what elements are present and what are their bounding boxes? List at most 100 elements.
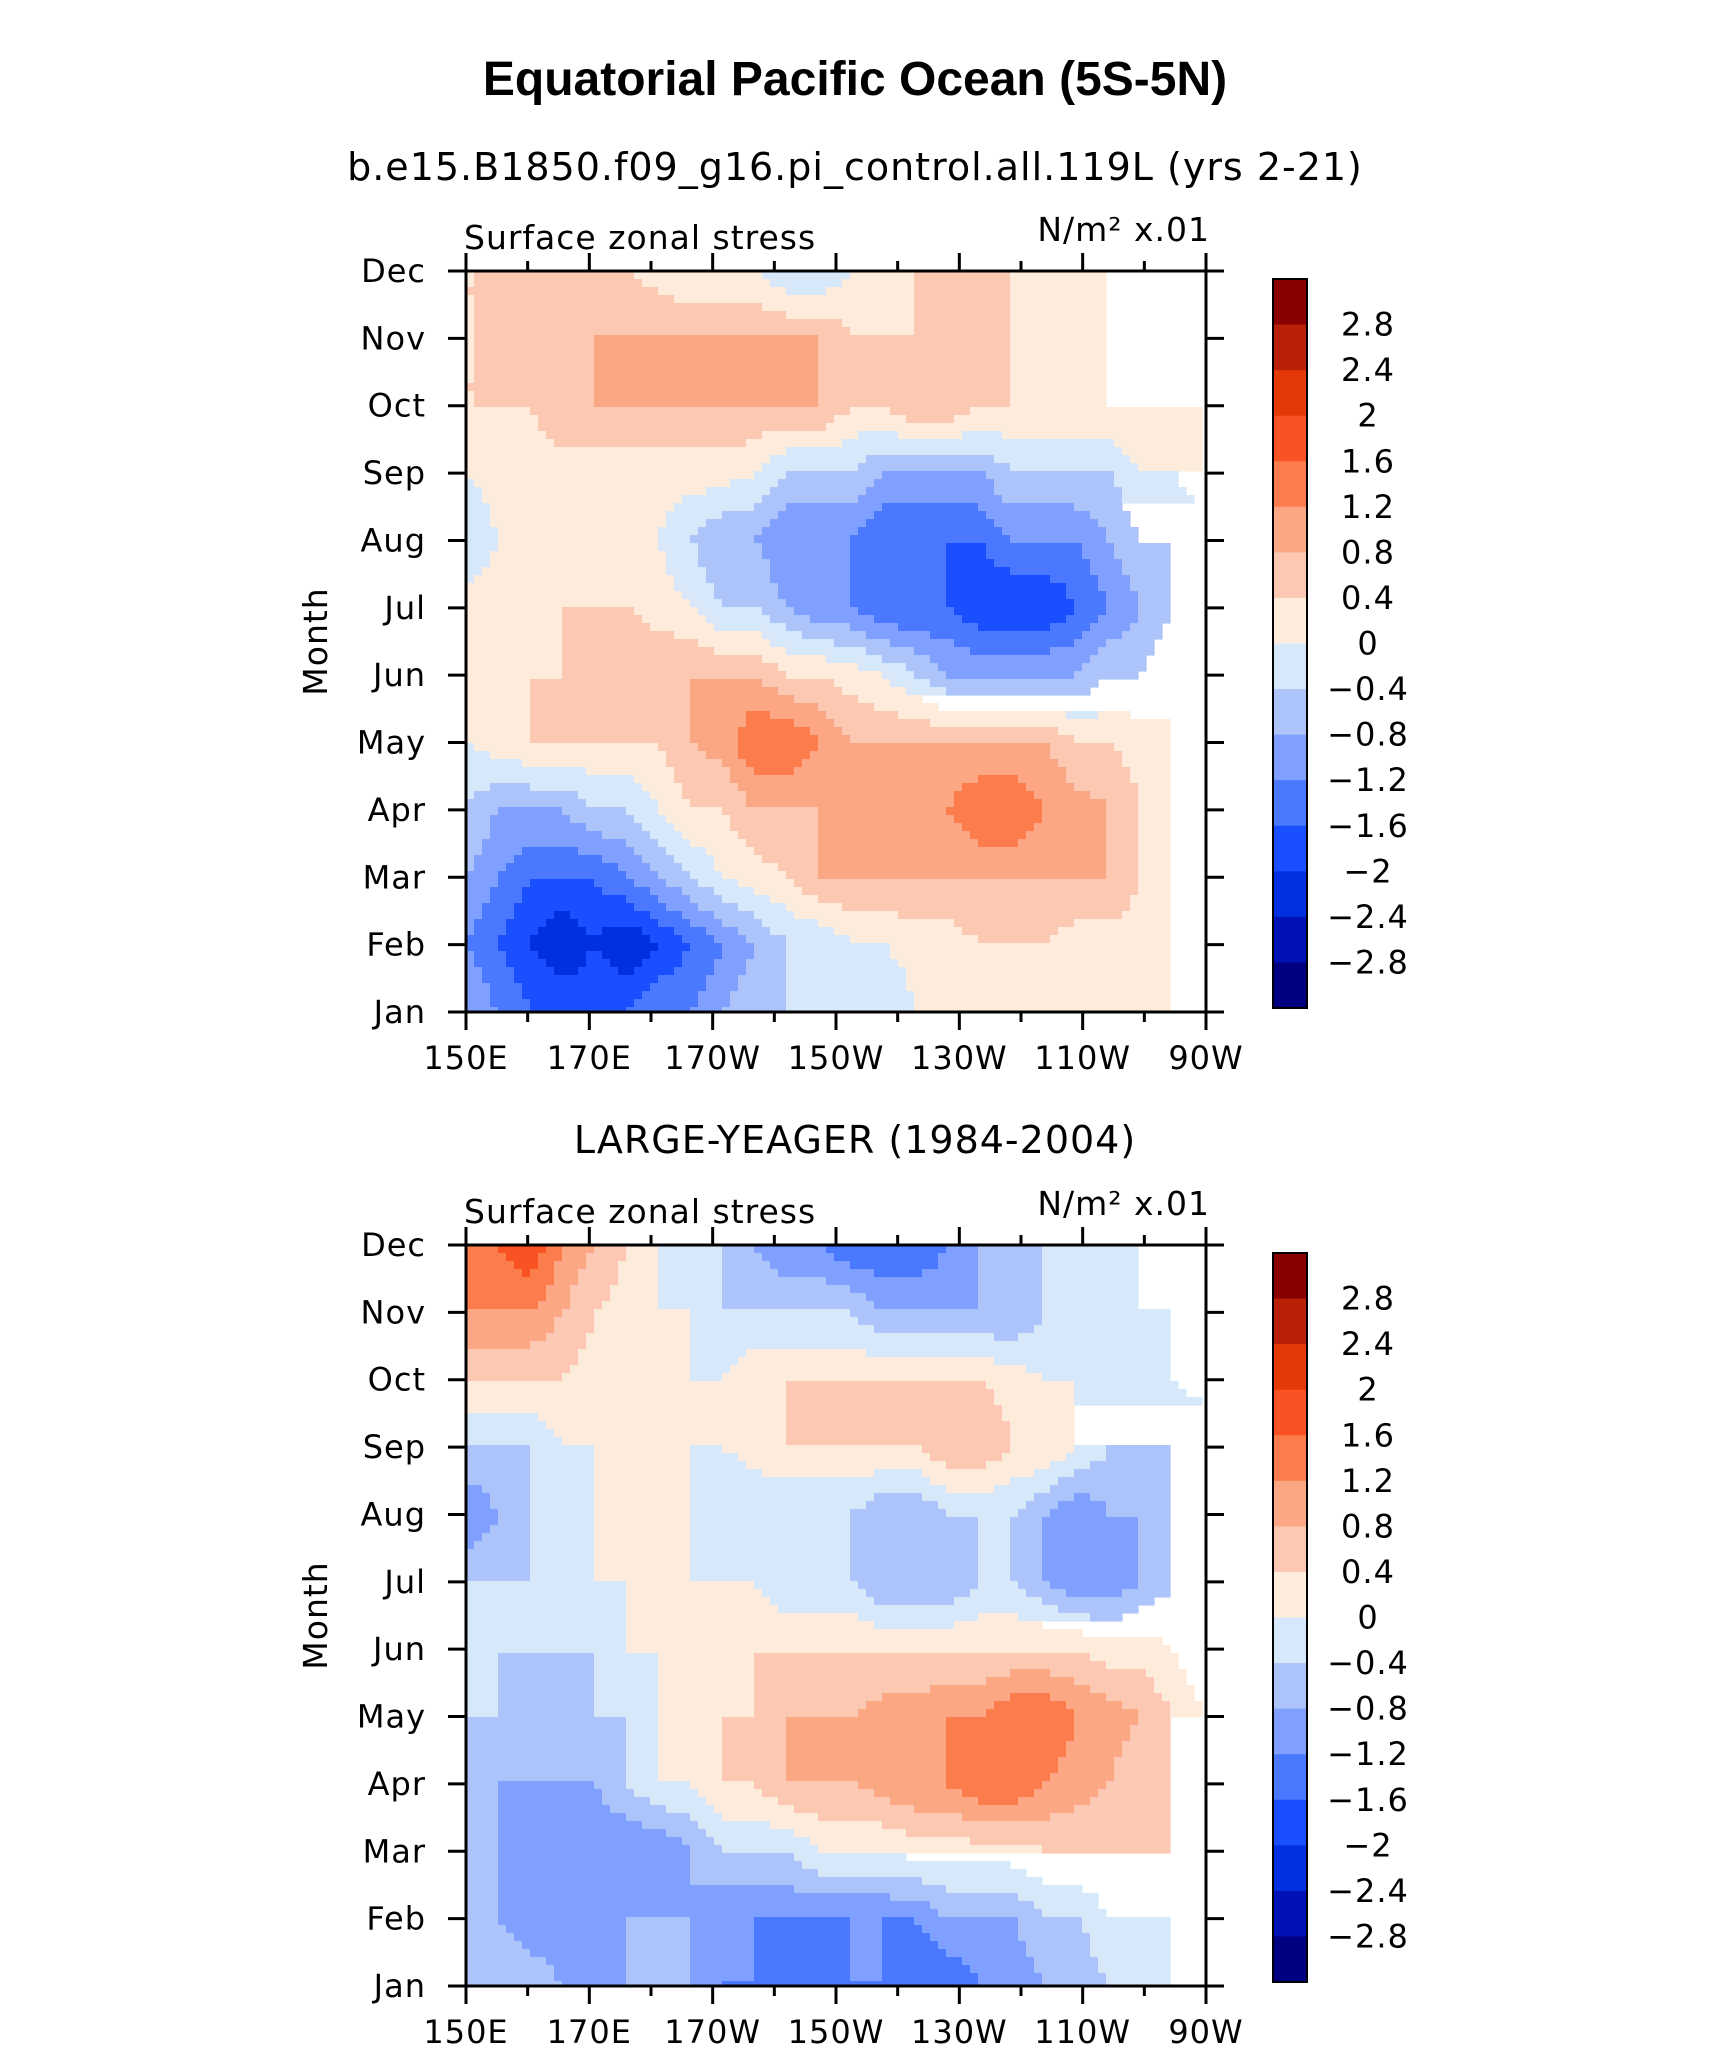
- contour-cell: [594, 1653, 659, 1662]
- contour-cell: [474, 359, 595, 368]
- contour-cell: [994, 1397, 1075, 1406]
- contour-cell: [866, 455, 995, 464]
- contour-cell: [1074, 919, 1171, 928]
- contour-cell: [1018, 775, 1067, 784]
- contour-cell: [1138, 599, 1171, 608]
- contour-cell: [658, 1261, 723, 1270]
- contour-cell: [466, 1869, 499, 1878]
- contour-cell: [698, 1789, 763, 1798]
- contour-cell: [786, 1757, 947, 1766]
- contour-cell: [706, 975, 739, 984]
- contour-cell: [930, 719, 1171, 728]
- contour-cell: [802, 759, 1059, 768]
- contour-cell: [1058, 927, 1171, 936]
- contour-cell: [754, 1709, 859, 1718]
- contour-cell: [1074, 783, 1139, 792]
- contour-cell: [466, 375, 475, 384]
- y-tick-label: Aug: [361, 1495, 426, 1533]
- contour-cell: [570, 1301, 603, 1310]
- contour-cell: [530, 1509, 595, 1518]
- contour-cell: [466, 1725, 627, 1734]
- contour-cell: [978, 1525, 1011, 1534]
- contour-cell: [746, 935, 787, 944]
- contour-cell: [690, 943, 723, 952]
- contour-cell: [850, 935, 979, 944]
- contour-cell: [850, 535, 1011, 544]
- contour-cell: [522, 895, 627, 904]
- contour-cell: [842, 439, 1115, 448]
- y-tick-label: Apr: [368, 1765, 426, 1803]
- contour-cell: [690, 1525, 851, 1534]
- contour-cell: [490, 519, 667, 528]
- contour-cell: [978, 1797, 1019, 1806]
- contour-cell: [466, 1517, 499, 1526]
- contour-cell: [466, 1669, 499, 1678]
- contour-cell: [466, 1781, 499, 1790]
- contour-cell: [466, 1485, 483, 1494]
- contour-cell: [778, 591, 851, 600]
- contour-cell: [770, 1597, 875, 1606]
- contour-cell: [594, 1453, 691, 1462]
- contour-cell: [594, 351, 819, 360]
- y-tick-label: Feb: [366, 1900, 426, 1938]
- contour-cell: [602, 1301, 659, 1310]
- contour-cell: [498, 1861, 691, 1870]
- contour-cell: [1034, 823, 1107, 832]
- contour-cell: [530, 703, 691, 712]
- contour-cell: [466, 1677, 499, 1686]
- contour-cell: [1042, 1285, 1139, 1294]
- contour-cell: [466, 927, 475, 936]
- contour-cell: [466, 999, 491, 1008]
- contour-cell: [882, 655, 931, 664]
- contour-cell: [626, 1941, 691, 1950]
- contour-cell: [530, 1461, 595, 1470]
- contour-cell: [1138, 783, 1171, 792]
- contour-cell: [994, 1333, 1019, 1342]
- contour-cell: [978, 1517, 1011, 1526]
- contour-cell: [906, 983, 1171, 992]
- contour-cell: [898, 711, 1067, 720]
- contour-cell: [466, 511, 491, 520]
- contour-cell: [762, 919, 819, 928]
- contour-cell: [1138, 871, 1171, 880]
- contour-cell: [722, 1717, 787, 1726]
- y-tick-label: Jan: [372, 993, 426, 1031]
- contour-cell: [730, 1365, 1027, 1374]
- contour-cell: [1122, 1741, 1171, 1750]
- contour-cell: [1058, 1757, 1115, 1766]
- contour-cell: [546, 1957, 627, 1966]
- contour-cell: [658, 1765, 723, 1774]
- contour-cell: [834, 719, 931, 728]
- contour-cell: [986, 471, 1115, 480]
- contour-cell: [522, 1941, 627, 1950]
- contour-cell: [666, 567, 707, 576]
- contour-cell: [1042, 1597, 1155, 1606]
- contour-cell: [466, 1853, 499, 1862]
- contour-cell: [986, 1677, 1075, 1686]
- contour-cell: [1042, 1525, 1139, 1534]
- contour-cell: [498, 1677, 595, 1686]
- contour-cell: [706, 567, 771, 576]
- contour-cell: [562, 623, 651, 632]
- contour-cell: [954, 1621, 1043, 1630]
- contour-cell: [1010, 279, 1107, 288]
- contour-cell: [850, 271, 915, 280]
- contour-cell: [466, 1621, 627, 1630]
- contour-cell: [754, 1925, 851, 1934]
- contour-cell: [1138, 1709, 1171, 1718]
- contour-cell: [1042, 799, 1107, 808]
- contour-cell: [650, 935, 683, 944]
- contour-cell: [466, 311, 475, 320]
- contour-cell: [466, 583, 675, 592]
- contour-cell: [594, 879, 635, 888]
- contour-cell: [634, 607, 699, 616]
- contour-cell: [498, 1653, 595, 1662]
- contour-cell: [466, 1645, 627, 1654]
- contour-cell: [482, 495, 683, 504]
- contour-cell: [754, 1933, 851, 1942]
- contour-cell: [786, 599, 851, 608]
- contour-cell: [946, 1749, 1067, 1758]
- contour-cell: [794, 1853, 907, 1862]
- contour-cell: [1034, 1325, 1171, 1334]
- colorbar-frame: [1272, 278, 1308, 1009]
